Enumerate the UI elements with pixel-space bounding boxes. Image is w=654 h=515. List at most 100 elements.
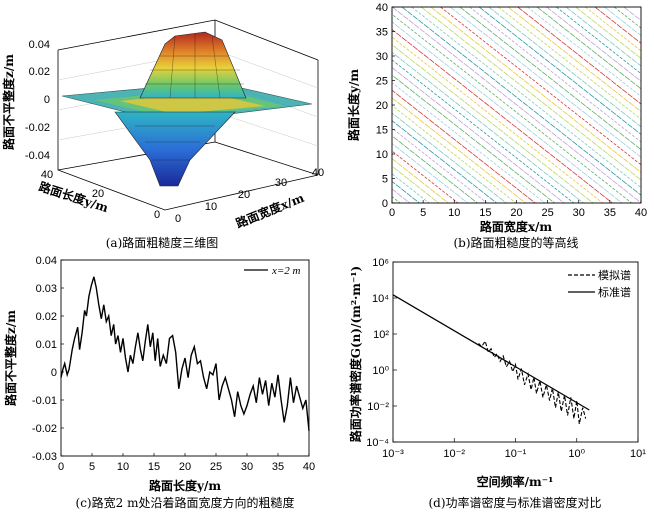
contour-line (392, 89, 536, 203)
y-tick: 40 (41, 169, 53, 181)
contour-line (613, 7, 641, 29)
contour-line (546, 7, 641, 82)
series-line-simulated (478, 339, 587, 425)
y-axis-label-c: 路面不平整度z/m (3, 310, 18, 406)
contour-line (565, 7, 641, 67)
x-ticks-b: 0 5 10 15 20 25 30 35 40 (389, 200, 647, 219)
contour-line (488, 7, 641, 128)
y-tick-label: -0.01 (32, 395, 57, 407)
surface-a (61, 31, 313, 187)
y-tick: 20 (92, 188, 104, 200)
y-ticks-c: 0.04 0.03 0.02 0.01 0 -0.01 -0.02 -0.03 (32, 255, 64, 463)
x-tick-label: 10⁻¹ (505, 448, 527, 460)
contour-line (469, 7, 641, 143)
contour-line (575, 7, 641, 59)
y-tick-label: 10⁴ (372, 293, 389, 305)
x-axis-label-d: 空间频率/m⁻¹ (477, 474, 554, 489)
panel-b: 0 5 10 15 20 25 30 35 40 0 5 10 15 20 25 30 35 40 路面宽度x/… (346, 2, 647, 250)
x-tick-label: 5 (420, 207, 426, 219)
legend-c: x=2 m (244, 265, 301, 277)
surface-peak (139, 31, 247, 99)
y-ticks-b: 0 5 10 15 20 25 30 35 40 (376, 2, 395, 210)
contour-line (594, 7, 641, 44)
caption-b: (b)路面粗糙度的等高线 (453, 235, 578, 250)
contour-line (478, 7, 641, 135)
y-tick-label: 10 (376, 149, 388, 161)
contour-line (449, 7, 641, 158)
y-ticks-a: 0 20 40 (41, 169, 160, 221)
x-tick-label: 15 (148, 461, 160, 473)
z-tick: 0.02 (29, 66, 50, 78)
caption-a: (a)路面粗糙度三维图 (106, 235, 219, 250)
contour-line (392, 112, 507, 203)
contour-line (392, 165, 439, 203)
contour-line (604, 7, 641, 37)
x-tick-label: 30 (241, 461, 253, 473)
x-tick-label: 10⁰ (568, 448, 585, 460)
contour-line (585, 7, 641, 52)
x-tick-label: 0 (389, 207, 395, 219)
z-tick: -0.04 (25, 150, 50, 162)
contour-line (392, 67, 565, 203)
contour-line (392, 97, 526, 203)
caption-c: (c)路宽2 m处沿着路面宽度方向的粗糙度 (76, 495, 295, 510)
contour-line (536, 7, 641, 90)
x-tick: 40 (312, 167, 324, 179)
y-tick-label: 10⁰ (372, 365, 389, 377)
contour-line (392, 135, 478, 203)
y-tick: 0 (154, 209, 160, 221)
contour-line (392, 36, 603, 203)
contour-line (421, 7, 641, 181)
x-tick-label: 25 (542, 207, 554, 219)
x-tick: 0 (175, 213, 181, 225)
y-tick-label: 25 (376, 76, 388, 88)
y-tick-label: 10² (373, 329, 389, 341)
x-ticks-c: 0 5 10 15 20 25 30 35 40 (58, 453, 315, 473)
x-tick-label: 35 (604, 207, 616, 219)
x-tick-label: 40 (635, 207, 647, 219)
contour-line (392, 120, 497, 203)
contour-line (517, 7, 641, 105)
surface-trough (114, 111, 236, 187)
series-line-x2m (60, 276, 310, 431)
x-tick-label: 20 (510, 207, 522, 219)
z-axis-label-a: 路面不平整度z/m (1, 54, 16, 150)
x-tick-label: 35 (272, 461, 284, 473)
x-tick: 20 (238, 189, 250, 201)
contour-line (498, 7, 641, 120)
x-axis-label-b: 路面宽度x/m (480, 219, 553, 234)
y-tick-label: 10⁻⁴ (366, 437, 389, 449)
y-tick-label: 0.04 (36, 255, 57, 267)
y-tick-label: 10⁶ (372, 257, 389, 269)
contour-line (556, 7, 641, 75)
panel-a: 0.04 0.02 0 -0.02 -0.04 0 20 40 0 10 20 … (1, 19, 324, 250)
y-tick-label: 35 (376, 27, 388, 39)
x-tick-label: 30 (573, 207, 585, 219)
z-tick: 0 (44, 94, 50, 106)
y-axis-label-b: 路面长度y/m (346, 69, 361, 141)
z-tick: 0.04 (29, 39, 50, 51)
contour-line (459, 7, 641, 151)
x-tick-label: 10¹ (630, 448, 646, 460)
contour-line (392, 29, 613, 203)
z-ticks-a: 0.04 0.02 0 -0.02 -0.04 (25, 39, 50, 162)
x-tick-label: 10 (117, 461, 129, 473)
contour-line (430, 7, 641, 173)
series-line-standard (392, 294, 590, 411)
contour-line (392, 59, 575, 203)
y-tick-label: -0.02 (32, 423, 57, 435)
legend-d: 模拟谱 标准谱 (568, 268, 631, 299)
y-tick-label: 40 (376, 2, 388, 14)
contour-lines (392, 7, 641, 203)
y-tick-label: 0 (382, 198, 388, 210)
contour-line (440, 7, 641, 166)
contour-line (392, 142, 468, 203)
y-tick-label: 15 (376, 125, 388, 137)
y-tick-label: 0.03 (36, 283, 57, 295)
x-tick-label: 0 (58, 461, 64, 473)
x-tick-label: 10⁻² (443, 448, 465, 460)
legend-label-std: 标准谱 (598, 285, 631, 299)
contour-line (392, 13, 632, 203)
contour-line (392, 158, 449, 203)
